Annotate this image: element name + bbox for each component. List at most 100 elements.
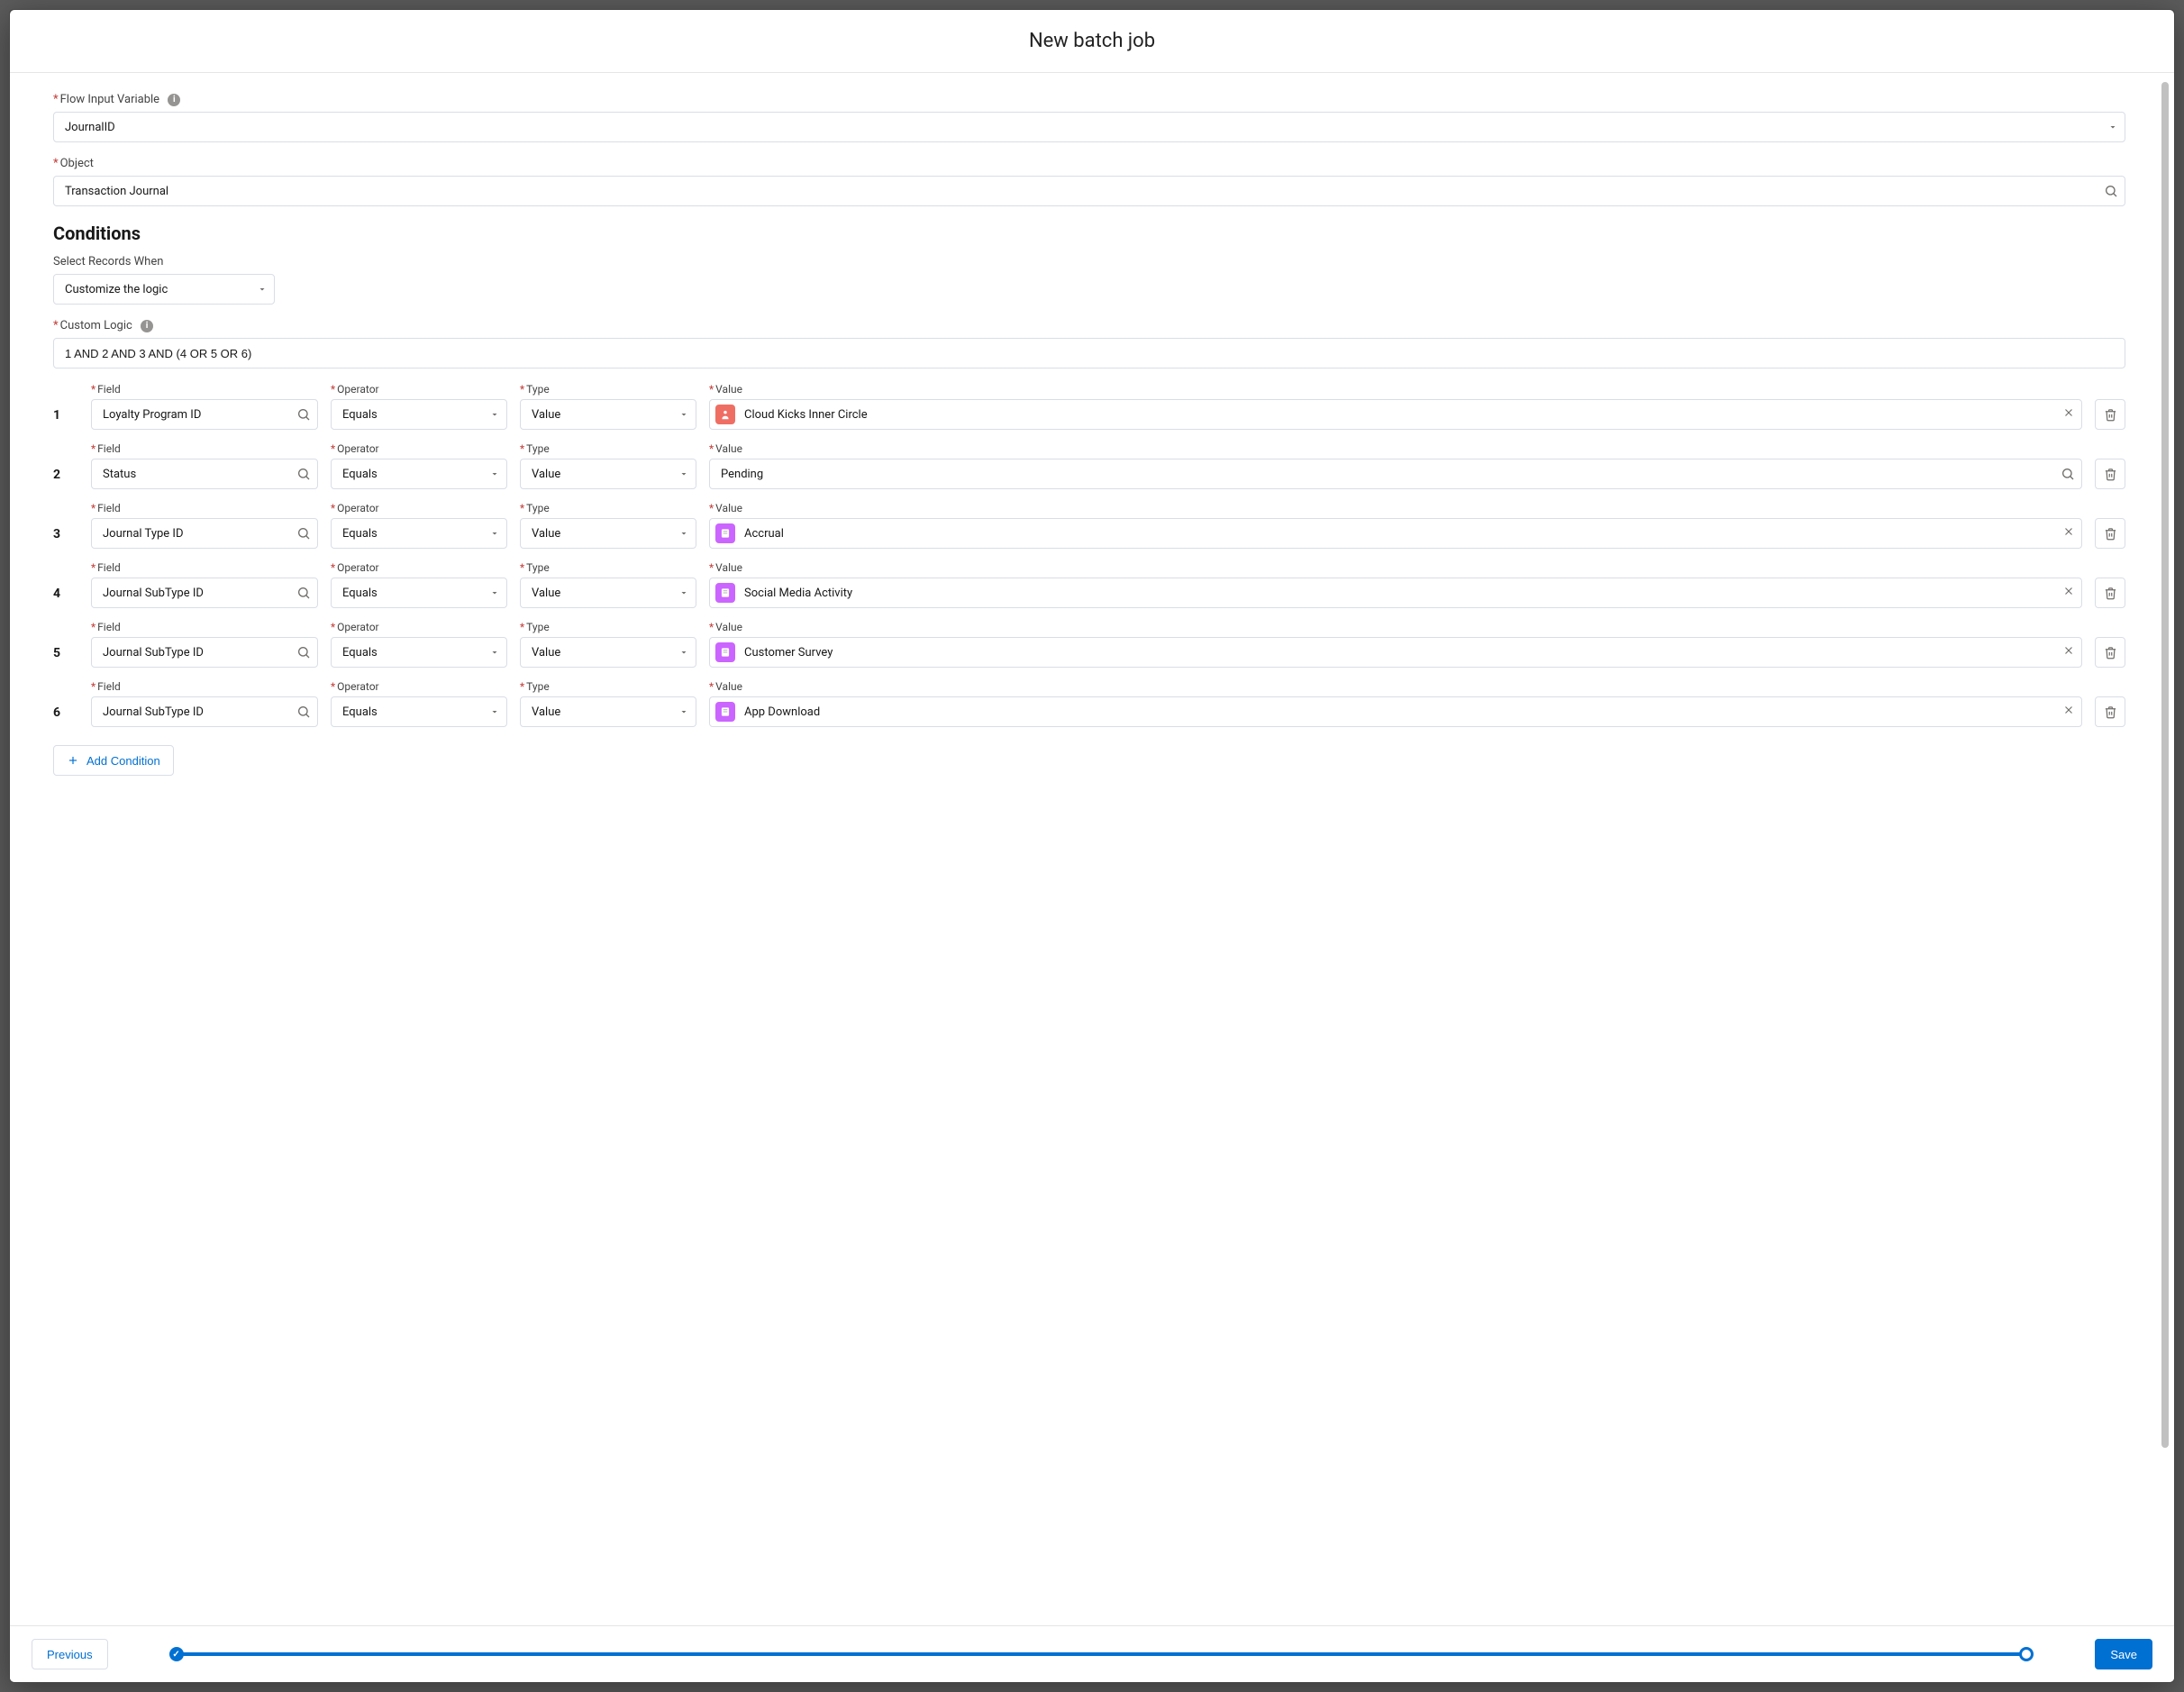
operator-column: *OperatorEquals [331,442,507,489]
clear-value-icon[interactable] [2062,585,2075,601]
type-select[interactable]: Value [520,637,696,668]
value-record-icon [715,583,735,603]
value-lookup[interactable]: Pending [709,459,2082,489]
value-text: Accrual [744,527,2051,541]
field-column: *Field Journal SubType ID [91,680,318,727]
type-label: *Type [520,621,696,633]
field-lookup[interactable]: Loyalty Program ID [91,399,318,430]
condition-number: 6 [53,705,78,727]
field-lookup[interactable]: Journal SubType ID [91,637,318,668]
delete-condition-button[interactable] [2095,578,2125,608]
field-label: *Field [91,621,318,633]
condition-number: 2 [53,468,78,489]
delete-condition-button[interactable] [2095,696,2125,727]
type-value: Value [520,578,696,608]
operator-value: Equals [331,637,507,668]
value-display: Cloud Kicks Inner Circle [709,399,2082,430]
value-column: *ValueCustomer Survey [709,621,2082,668]
clear-value-icon[interactable] [2062,406,2075,423]
type-value: Value [520,459,696,489]
type-column: *TypeValue [520,561,696,608]
operator-select[interactable]: Equals [331,459,507,489]
object-label: *Object [53,157,2125,170]
delete-condition-button[interactable] [2095,637,2125,668]
field-lookup[interactable]: Journal Type ID [91,518,318,549]
flow-input-group: *Flow Input Variable i JournalID [53,93,2125,142]
delete-condition-button[interactable] [2095,518,2125,549]
delete-column [2095,399,2125,430]
field-label: *Field [91,383,318,396]
value-lookup[interactable]: App Download [709,696,2082,727]
delete-condition-button[interactable] [2095,459,2125,489]
custom-logic-input[interactable] [53,338,2125,368]
field-value: Loyalty Program ID [91,399,318,430]
clear-value-icon[interactable] [2062,525,2075,541]
clear-value-icon[interactable] [2062,644,2075,660]
clear-value-icon[interactable] [2062,704,2075,720]
modal-backdrop: New batch job *Flow Input Variable i Jou… [0,0,2184,1692]
field-label: *Field [91,442,318,455]
delete-condition-button[interactable] [2095,399,2125,430]
value-lookup[interactable]: Cloud Kicks Inner Circle [709,399,2082,430]
field-lookup[interactable]: Journal SubType ID [91,696,318,727]
operator-select[interactable]: Equals [331,696,507,727]
progress-indicator [123,1652,2081,1656]
operator-select[interactable]: Equals [331,399,507,430]
value-record-icon [715,405,735,424]
type-label: *Type [520,383,696,396]
operator-value: Equals [331,696,507,727]
condition-row: 3*FieldJournal Type ID*OperatorEquals*Ty… [53,502,2125,549]
info-icon[interactable]: i [168,94,180,106]
save-button[interactable]: Save [2095,1639,2152,1669]
scrollbar[interactable] [2161,82,2169,1448]
custom-logic-label: *Custom Logic i [53,319,2125,332]
condition-rows: 1*FieldLoyalty Program ID*OperatorEquals… [53,383,2125,727]
object-lookup[interactable]: Transaction Journal [53,176,2125,206]
field-lookup[interactable]: Journal SubType ID [91,578,318,608]
add-condition-button[interactable]: Add Condition [53,745,174,776]
type-column: *Type Value [520,383,696,430]
flow-input-select[interactable]: JournalID [53,112,2125,142]
value-lookup[interactable]: Customer Survey [709,637,2082,668]
operator-column: *OperatorEquals [331,621,507,668]
modal-body: *Flow Input Variable i JournalID *Object… [10,73,2174,1625]
value-text: Cloud Kicks Inner Circle [744,408,2051,422]
value-column: *ValueAccrual [709,502,2082,549]
value-label: *Value [709,383,2082,396]
operator-label: *Operator [331,680,507,693]
object-group: *Object Transaction Journal [53,157,2125,206]
condition-row: 6 *Field Journal SubType ID *Operator Equals… [53,680,2125,727]
operator-label: *Operator [331,502,507,514]
progress-step-1 [169,1647,184,1661]
required-asterisk: * [53,157,59,170]
required-asterisk: * [53,319,59,332]
field-label: *Field [91,680,318,693]
field-value: Journal SubType ID [91,696,318,727]
field-lookup[interactable]: Status [91,459,318,489]
type-select[interactable]: Value [520,696,696,727]
operator-select[interactable]: Equals [331,637,507,668]
type-select[interactable]: Value [520,518,696,549]
operator-select[interactable]: Equals [331,578,507,608]
field-column: *Field Loyalty Program ID [91,383,318,430]
delete-column [2095,637,2125,668]
delete-column [2095,518,2125,549]
value-lookup[interactable]: Accrual [709,518,2082,549]
condition-number: 3 [53,527,78,549]
previous-button[interactable]: Previous [32,1639,108,1669]
value-record-icon [715,523,735,543]
value-lookup[interactable]: Social Media Activity [709,578,2082,608]
progress-line [177,1652,2027,1656]
new-batch-job-modal: New batch job *Flow Input Variable i Jou… [9,9,2175,1683]
field-label: *Field [91,502,318,514]
select-records-group: Select Records When Customize the logic [53,255,2125,305]
info-icon[interactable]: i [141,320,153,332]
select-records-dropdown[interactable]: Customize the logic [53,274,275,305]
field-label: *Field [91,561,318,574]
type-select[interactable]: Value [520,459,696,489]
operator-select[interactable]: Equals [331,518,507,549]
modal-footer: Previous Save [10,1625,2174,1682]
value-label: *Value [709,561,2082,574]
type-select[interactable]: Value [520,399,696,430]
type-select[interactable]: Value [520,578,696,608]
